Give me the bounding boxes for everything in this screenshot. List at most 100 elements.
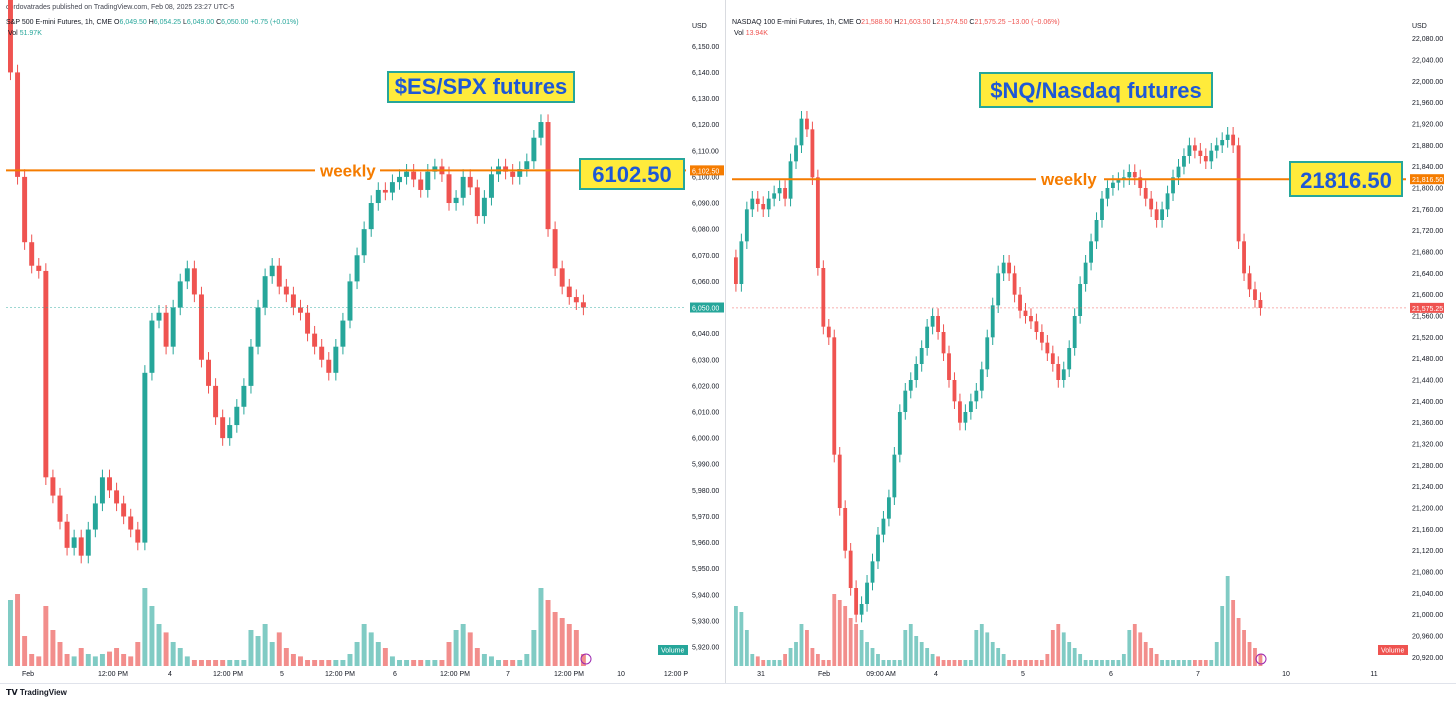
candle-body xyxy=(559,268,565,287)
candle-body xyxy=(206,359,211,386)
candle-body xyxy=(1258,300,1263,308)
candle-body xyxy=(941,332,946,354)
volume-bar xyxy=(968,660,973,666)
candle-body xyxy=(29,242,35,266)
x-tick-label: 31 xyxy=(757,671,765,678)
volume-bar xyxy=(777,660,782,666)
candle-body xyxy=(919,348,924,364)
chart-nq[interactable]: NASDAQ 100 E-mini Futures, 1h, CME O21,5… xyxy=(726,0,1456,683)
volume-bar xyxy=(979,624,984,666)
volume-bar xyxy=(1061,632,1066,666)
candle-body xyxy=(1220,140,1225,146)
volume-bar xyxy=(859,630,864,666)
y-tick-label: 21,920.00 xyxy=(1412,122,1443,129)
candle-body xyxy=(1050,353,1055,364)
panel-divider[interactable] xyxy=(725,0,726,683)
candle-body xyxy=(755,198,760,204)
candle-body xyxy=(319,346,325,360)
candle-body xyxy=(930,316,935,327)
volume-bar xyxy=(531,630,537,666)
candle-body xyxy=(425,171,431,190)
volume-bar xyxy=(1209,660,1214,666)
volume-bar xyxy=(947,660,951,666)
candle-body xyxy=(1138,177,1143,188)
volume-bar xyxy=(734,606,738,666)
candle-body xyxy=(996,273,1001,306)
ohlc-high-value: 21,603.50 xyxy=(899,19,932,26)
candle-body xyxy=(974,390,979,402)
volume-bar xyxy=(566,624,572,666)
volume-bar xyxy=(446,642,452,666)
volume-bar xyxy=(305,660,311,666)
volume-bar xyxy=(952,660,957,666)
volume-bar xyxy=(1100,660,1104,666)
volume-bar xyxy=(919,642,924,666)
y-tick-label: 6,060.00 xyxy=(692,279,719,286)
volume-tag-bg xyxy=(658,645,688,655)
candle-body xyxy=(1236,145,1241,242)
volume-bar xyxy=(517,660,523,666)
volume-bar xyxy=(411,660,417,666)
volume-bar xyxy=(783,654,787,666)
volume-bar xyxy=(453,630,459,666)
candles-es xyxy=(8,0,586,564)
volume-bar xyxy=(474,648,480,666)
candle-body xyxy=(1105,188,1110,199)
candle-body xyxy=(298,307,303,313)
candle-body xyxy=(198,294,204,360)
volume-bar xyxy=(810,648,815,666)
x-tick-label: Feb xyxy=(22,671,34,678)
volume-tag-bg xyxy=(1378,645,1408,655)
y-tick-label: 21,880.00 xyxy=(1412,143,1443,150)
tradingview-logo[interactable]: 𝗧𝗩 TradingView xyxy=(6,688,67,697)
candle-body xyxy=(566,286,572,298)
volume-bar xyxy=(870,648,875,666)
volume-bar xyxy=(744,630,749,666)
volume-bar xyxy=(184,656,190,666)
candle-body xyxy=(114,490,120,504)
candle-body xyxy=(545,122,551,230)
volume-bar xyxy=(340,660,346,666)
ohlc-low-value: 6,049.00 xyxy=(187,19,216,26)
y-tick-label: 21,440.00 xyxy=(1412,378,1443,385)
candle-body xyxy=(783,188,787,199)
y-tick-label: 6,090.00 xyxy=(692,201,719,208)
candle-body xyxy=(810,129,815,178)
volume-bar xyxy=(135,642,141,666)
volume-bar xyxy=(552,612,558,666)
volume-bar xyxy=(930,654,935,666)
volume-bar xyxy=(191,660,197,666)
lightning-icon xyxy=(580,653,592,665)
x-tick-label: 10 xyxy=(1282,671,1290,678)
candle-body xyxy=(903,390,908,412)
volume-bar xyxy=(990,642,995,666)
y-tick-label: 21,200.00 xyxy=(1412,506,1443,513)
volume-bar xyxy=(865,642,869,666)
volume-bar xyxy=(78,648,84,666)
symbol-title: S&P 500 E-mini Futures, 1h, CME O6,049.5… xyxy=(6,19,299,26)
volume-bar xyxy=(241,660,247,666)
y-tick-label: 21,280.00 xyxy=(1412,463,1443,470)
y-tick-label: 20,960.00 xyxy=(1412,634,1443,641)
ohlc-change: +0.75 (+0.01%) xyxy=(250,19,298,26)
volume-bar xyxy=(382,648,388,666)
volume-bar xyxy=(163,632,169,666)
y-tick-label: 6,040.00 xyxy=(692,331,719,338)
candle-body xyxy=(1083,262,1088,284)
x-tick-label: 11 xyxy=(1370,671,1377,678)
volume-bar xyxy=(15,594,21,666)
volume-bar xyxy=(837,600,842,666)
volume-bar xyxy=(892,660,897,666)
volume-bar xyxy=(1018,660,1022,666)
chart-es[interactable]: S&P 500 E-mini Futures, 1h, CME O6,049.5… xyxy=(0,0,725,683)
volume-bar xyxy=(121,654,127,666)
candle-body xyxy=(503,166,509,172)
candle-body xyxy=(517,169,523,177)
volume-bar xyxy=(1078,654,1083,666)
y-tick-label: 6,120.00 xyxy=(692,122,719,129)
volume-bar xyxy=(467,632,473,666)
volume-bar xyxy=(170,642,176,666)
y-tick-label: 21,400.00 xyxy=(1412,399,1443,406)
x-tick-label: 12:00 PM xyxy=(440,671,470,678)
candle-body xyxy=(57,495,63,522)
